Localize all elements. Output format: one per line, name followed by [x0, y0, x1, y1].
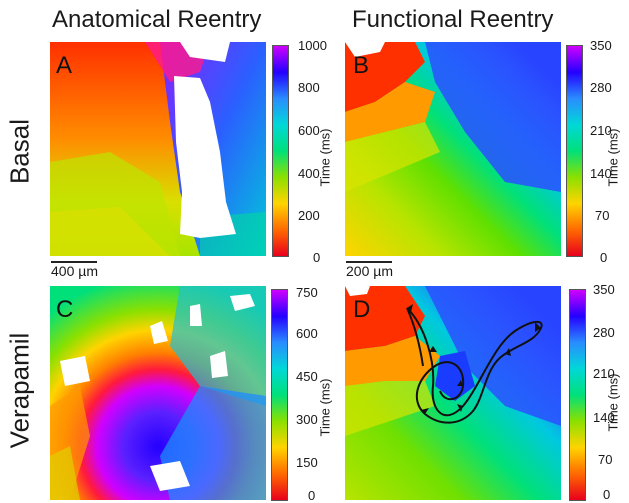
scale-bar-a-label: 400 µm	[51, 263, 98, 279]
colorbar-d-tick-3: 140	[593, 410, 615, 425]
panel-a-map-image	[50, 42, 266, 256]
scale-bar-b	[346, 261, 392, 263]
panel-d-letter: D	[353, 296, 371, 323]
colorbar-a-tick-5: 0	[313, 250, 321, 265]
row-label-basal: Basal	[4, 118, 35, 185]
colorbar-b-tick-2: 210	[590, 123, 612, 138]
colorbar-c	[271, 289, 288, 501]
colorbar-c-tick-3: 300	[296, 412, 318, 427]
colorbar-d-tick-4: 70	[598, 452, 613, 467]
colorbar-c-tick-4: 150	[296, 455, 318, 470]
colorbar-a-tick-2: 600	[298, 123, 320, 138]
panel-b-letter: B	[353, 52, 370, 79]
colorbar-b-tick-0: 350	[590, 38, 612, 53]
colorbar-a-tick-1: 800	[298, 80, 320, 95]
colorbar-d-label: Time (ms)	[605, 373, 621, 432]
panel-b-map-image	[345, 42, 561, 256]
colorbar-c-tick-1: 600	[296, 326, 318, 341]
panel-c-letter: C	[56, 296, 74, 323]
colorbar-a-label: Time (ms)	[317, 128, 333, 187]
panel-d-map-image	[345, 286, 561, 500]
scale-bar-b-label: 200 µm	[346, 263, 393, 279]
colorbar-a-tick-3: 400	[298, 166, 320, 181]
colorbar-b-tick-5: 0	[600, 250, 608, 265]
colorbar-b-label: Time (ms)	[605, 128, 621, 187]
colorbar-d-tick-2: 210	[593, 366, 615, 381]
colorbar-d	[569, 289, 586, 501]
colorbar-b-tick-1: 280	[590, 80, 612, 95]
colorbar-d-tick-1: 280	[593, 325, 615, 340]
panel-b-activation-map: B	[345, 42, 561, 256]
scale-bar-a	[51, 261, 97, 263]
colorbar-a-tick-4: 200	[298, 208, 320, 223]
column-title-anatomical: Anatomical Reentry	[52, 6, 262, 33]
column-title-functional: Functional Reentry	[352, 6, 554, 33]
panel-d-activation-map: D	[345, 286, 561, 500]
panel-a-activation-map: A	[50, 42, 266, 256]
colorbar-d-tick-0: 350	[593, 282, 615, 297]
colorbar-b-tick-4: 70	[595, 208, 610, 223]
colorbar-c-tick-5: 0	[308, 488, 316, 503]
colorbar-c-label: Time (ms)	[317, 378, 333, 437]
colorbar-a	[272, 45, 289, 257]
colorbar-c-tick-0: 750	[296, 285, 318, 300]
panel-a-letter: A	[56, 52, 73, 79]
colorbar-d-tick-5: 0	[603, 487, 611, 502]
colorbar-b-tick-3: 140	[590, 166, 612, 181]
panel-c-map-image	[50, 286, 266, 500]
colorbar-a-tick-0: 1000	[298, 38, 327, 53]
colorbar-c-tick-2: 450	[296, 369, 318, 384]
row-label-verapamil: Verapamil	[4, 332, 35, 449]
colorbar-b	[566, 45, 583, 257]
panel-c-activation-map: C	[50, 286, 266, 500]
